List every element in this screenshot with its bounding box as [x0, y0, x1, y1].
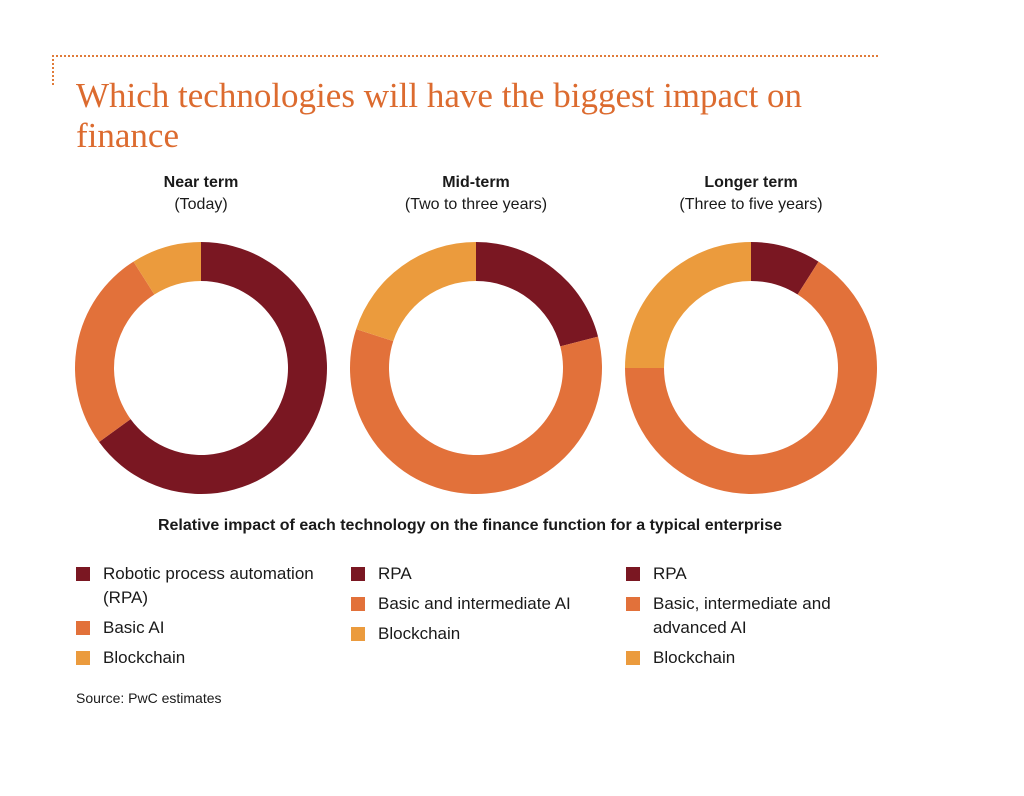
panel-subtitle: (Two to three years): [404, 196, 548, 213]
panel-mid-term: Mid-term (Two to three years): [338, 172, 614, 216]
legend-swatch: [351, 627, 365, 641]
legend-item-blockchain: Blockchain: [626, 646, 896, 670]
legend-label: Basic, intermediate and advanced AI: [653, 594, 831, 637]
legend-swatch: [626, 651, 640, 665]
legend-swatch: [76, 621, 90, 635]
legend-swatch: [626, 567, 640, 581]
panel-near-term: Near term (Today): [63, 172, 339, 216]
legend-longer-term: RPA Basic, intermediate and advanced AI …: [626, 562, 896, 676]
legend-swatch: [76, 651, 90, 665]
donut-slice-ai: [75, 261, 155, 443]
legend-near-term: Robotic process automation (RPA) Basic A…: [76, 562, 346, 676]
legend-mid-term: RPA Basic and intermediate AI Blockchain: [351, 562, 621, 652]
donut-slice-blockchain: [625, 242, 751, 368]
donut-mid-term: [350, 242, 602, 494]
donut-slice-ai: [625, 261, 877, 494]
donut-slice-rpa: [476, 242, 599, 347]
dotted-frame-top: [52, 55, 878, 57]
legend-label: Robotic process automation (RPA): [103, 564, 314, 607]
legend-label: Blockchain: [378, 624, 461, 643]
chart-caption: Relative impact of each technology on th…: [157, 517, 783, 534]
donut-slice-rpa: [751, 242, 819, 295]
legend-label: Blockchain: [103, 648, 186, 667]
legend-item-rpa: RPA: [351, 562, 621, 586]
legend-label: Blockchain: [653, 648, 736, 667]
legend-label: RPA: [653, 564, 687, 583]
legend-swatch: [626, 597, 640, 611]
panel-subtitle: (Three to five years): [679, 196, 823, 213]
legend-label: Basic and intermediate AI: [378, 594, 571, 613]
panel-subtitle: (Today): [174, 196, 228, 213]
donut-longer-term: [625, 242, 877, 494]
legend-item-ai: Basic and intermediate AI: [351, 592, 621, 616]
donut-near-term: [75, 242, 327, 494]
legend-item-rpa: Robotic process automation (RPA): [76, 562, 346, 610]
dotted-frame-left: [52, 55, 54, 85]
donut-slice-blockchain: [356, 242, 476, 342]
legend-label: Basic AI: [103, 618, 165, 637]
legend-label: RPA: [378, 564, 412, 583]
panel-longer-term: Longer term (Three to five years): [613, 172, 889, 216]
legend-swatch: [351, 567, 365, 581]
donut-slice-ai: [350, 329, 602, 494]
legend-swatch: [351, 597, 365, 611]
donut-slice-rpa: [99, 242, 327, 494]
legend-item-ai: Basic, intermediate and advanced AI: [626, 592, 896, 640]
legend-item-blockchain: Blockchain: [351, 622, 621, 646]
source-note: Source: PwC estimates: [76, 690, 222, 706]
panel-title: Mid-term: [442, 174, 510, 191]
panel-title: Near term: [163, 174, 239, 191]
legend-swatch: [76, 567, 90, 581]
panel-title: Longer term: [704, 174, 798, 191]
legend-item-blockchain: Blockchain: [76, 646, 346, 670]
page-title: Which technologies will have the biggest…: [76, 76, 803, 155]
legend-item-ai: Basic AI: [76, 616, 346, 640]
legend-item-rpa: RPA: [626, 562, 896, 586]
donut-slice-blockchain: [133, 242, 201, 295]
